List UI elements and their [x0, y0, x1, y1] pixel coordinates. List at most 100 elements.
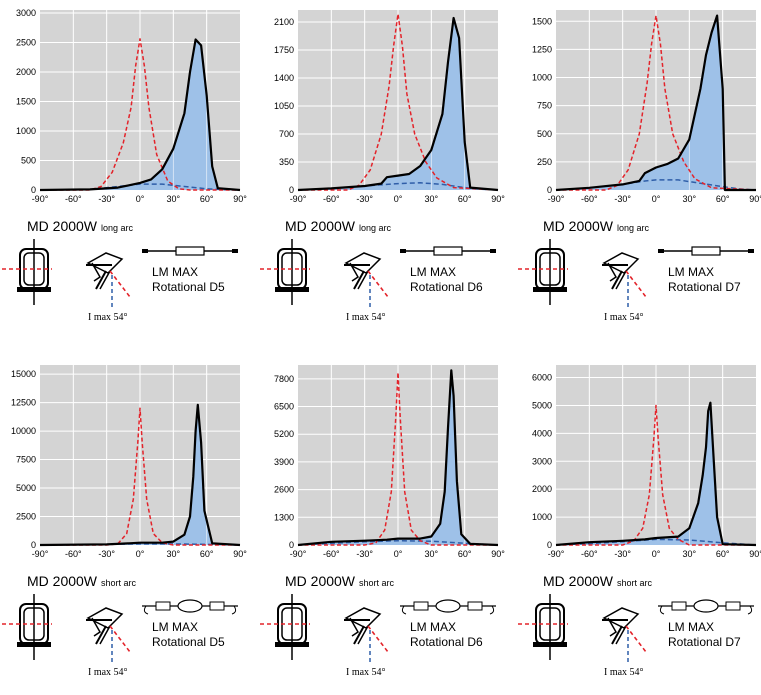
- x-tick-label: 30°: [167, 549, 181, 559]
- y-tick-label: 5000: [532, 400, 552, 410]
- model-name: MD 2000W: [27, 218, 98, 234]
- y-tick-label: 1500: [16, 96, 36, 106]
- luminaire-label: LM MAX Rotational D6: [410, 265, 483, 295]
- y-tick-label: 250: [537, 157, 552, 167]
- luminaire-label: LM MAX Rotational D5: [152, 265, 225, 295]
- model-label: MD 2000W long arc: [285, 218, 391, 234]
- chart-panel: 0 2500 5000 7500 10000 12500 15000 -90° -60° -30°…: [0, 355, 250, 695]
- luminaire-diagram-icon: [260, 239, 389, 307]
- luminaire-label: LM MAX Rotational D7: [668, 620, 741, 650]
- lamp-icon: [658, 246, 754, 256]
- imax-label: I max 54°: [88, 667, 128, 678]
- y-tick-label: 3900: [274, 457, 294, 467]
- y-tick-label: 0: [31, 540, 36, 550]
- y-tick-label: 1300: [274, 512, 294, 522]
- y-tick-label: 5000: [16, 483, 36, 493]
- y-tick-label: 350: [279, 157, 294, 167]
- y-tick-label: 1000: [532, 512, 552, 522]
- imax-label: I max 54°: [88, 312, 128, 323]
- arc-type: long arc: [359, 223, 392, 233]
- intensity-area: [556, 402, 756, 545]
- imax-label: I max 54°: [346, 312, 386, 323]
- x-tick-label: 90°: [233, 549, 247, 559]
- x-tick-label: -60°: [65, 194, 82, 204]
- lm-max-label: LM MAX: [668, 620, 715, 634]
- series-blue-dashed: [555, 538, 757, 546]
- y-tick-label: 1250: [532, 44, 552, 54]
- x-tick-label: 0°: [394, 194, 403, 204]
- y-tick-label: 3000: [532, 456, 552, 466]
- x-tick-label: 30°: [425, 194, 439, 204]
- y-tick-label: 1750: [274, 45, 294, 55]
- imax-label: I max 54°: [604, 312, 644, 323]
- luminaire-diagram-icon: [2, 239, 131, 307]
- series-red-dashed: [556, 14, 757, 191]
- lamp-icon: [142, 599, 238, 615]
- x-tick-label: -90°: [290, 549, 307, 559]
- model-label: MD 2000W short arc: [285, 573, 394, 589]
- x-tick-label: 30°: [683, 549, 697, 559]
- y-tick-label: 4000: [532, 428, 552, 438]
- lm-max-label: LM MAX: [152, 620, 199, 634]
- x-tick-label: 0°: [136, 194, 145, 204]
- y-tick-label: 750: [537, 101, 552, 111]
- y-tick-label: 5200: [274, 429, 294, 439]
- chart-panel: 0 1000 2000 3000 4000 5000 6000 -90° -60° -30° 0° 3…: [516, 355, 761, 695]
- y-tick-label: 3000: [16, 8, 36, 18]
- x-tick-label: 90°: [491, 194, 505, 204]
- lamp-icon: [142, 246, 238, 256]
- lm-max-label: LM MAX: [410, 620, 457, 634]
- y-tick-label: 1000: [16, 126, 36, 136]
- y-tick-label: 500: [537, 129, 552, 139]
- x-tick-label: -60°: [323, 194, 340, 204]
- x-tick-label: 60°: [458, 194, 472, 204]
- y-tick-label: 2600: [274, 485, 294, 495]
- series-red-dashed: [40, 407, 240, 546]
- lamp-icon: [400, 599, 496, 615]
- intensity-plot: 0 350 700 1050 1400 1750 2100 -90° -60° -30° 0° 30°…: [274, 10, 505, 204]
- rotational-label: Rotational D7: [668, 280, 741, 294]
- lm-max-label: LM MAX: [668, 265, 715, 279]
- x-tick-label: 0°: [394, 549, 403, 559]
- intensity-plot: 0 1000 2000 3000 4000 5000 6000 -90° -60° -30° 0° 3…: [532, 365, 761, 559]
- luminaire-label: LM MAX Rotational D7: [668, 265, 741, 295]
- x-tick-label: -60°: [581, 194, 598, 204]
- x-tick-label: -30°: [356, 549, 373, 559]
- x-tick-label: 60°: [458, 549, 472, 559]
- y-tick-label: 0: [31, 185, 36, 195]
- lm-max-label: LM MAX: [410, 265, 457, 279]
- y-tick-label: 2500: [16, 37, 36, 47]
- y-tick-label: 2000: [532, 484, 552, 494]
- luminaire-label: LM MAX Rotational D6: [410, 620, 483, 650]
- y-tick-label: 2500: [16, 512, 36, 522]
- model-label: MD 2000W short arc: [27, 573, 136, 589]
- series-black-solid: [555, 14, 756, 192]
- series-black-solid: [297, 369, 499, 547]
- intensity-plot: 0 500 1000 1500 2000 2500 3000 -90° -60° -30° 0° 30…: [16, 8, 247, 204]
- y-tick-label: 500: [21, 155, 36, 165]
- arc-type: short arc: [359, 578, 395, 588]
- y-tick-label: 12500: [11, 398, 36, 408]
- y-tick-label: 1400: [274, 73, 294, 83]
- arc-type: long arc: [617, 223, 650, 233]
- rotational-label: Rotational D6: [410, 635, 483, 649]
- x-tick-label: -30°: [98, 549, 115, 559]
- y-tick-label: 7800: [274, 374, 294, 384]
- x-tick-label: 60°: [716, 549, 730, 559]
- y-tick-label: 2100: [274, 17, 294, 27]
- intensity-plot: 0 2500 5000 7500 10000 12500 15000 -90° -60° -30°…: [11, 365, 247, 559]
- x-tick-label: 60°: [200, 549, 214, 559]
- x-tick-label: -90°: [548, 549, 565, 559]
- model-label: MD 2000W long arc: [543, 218, 649, 234]
- series-red-dashed: [40, 38, 240, 191]
- x-tick-label: -60°: [323, 549, 340, 559]
- x-tick-label: 90°: [491, 549, 505, 559]
- x-tick-label: -30°: [614, 549, 631, 559]
- y-tick-label: 1000: [532, 73, 552, 83]
- luminaire-diagram-icon: [518, 239, 647, 307]
- lm-max-label: LM MAX: [152, 265, 199, 279]
- model-name: MD 2000W: [285, 218, 356, 234]
- rotational-label: Rotational D5: [152, 635, 225, 649]
- model-name: MD 2000W: [543, 218, 614, 234]
- x-tick-label: -60°: [581, 549, 598, 559]
